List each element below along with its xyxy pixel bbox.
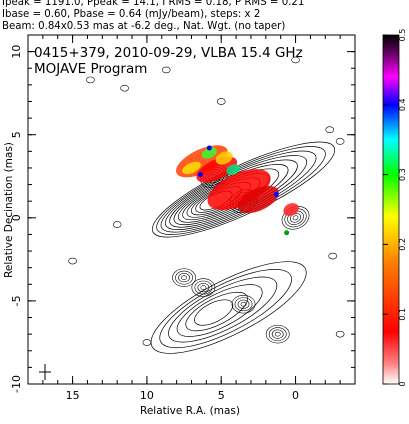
header-line3: Beam: 0.84x0.53 mas at -6.2 deg., Nat. W…	[2, 21, 286, 32]
lower-contours	[68, 56, 345, 354]
lower-component	[194, 280, 213, 295]
pol-patch	[283, 203, 299, 216]
colorbar-tick-label: 0.4	[398, 98, 407, 111]
noise-contour	[325, 126, 335, 134]
lower-component	[178, 273, 190, 283]
lower-component	[240, 301, 247, 307]
colorbar-tick-label: 0.5	[398, 29, 407, 42]
noise-contour	[86, 76, 95, 84]
noise-contour	[161, 66, 171, 74]
lower-contour	[185, 291, 248, 332]
noise-contour	[328, 252, 338, 260]
x-axis-label: Relative R.A. (mas)	[140, 405, 240, 417]
pol-patch	[215, 151, 233, 165]
lower-contour	[168, 276, 278, 343]
y-tick-label: 10	[10, 45, 23, 59]
lower-component	[237, 299, 250, 309]
noise-contour	[335, 330, 345, 338]
lower-contour	[150, 261, 307, 354]
chart-title: 0415+379, 2010-09-29, VLBA 15.4 GHz	[34, 45, 303, 61]
lower-component	[234, 297, 253, 312]
pol-dot	[206, 145, 212, 151]
x-tick-label: 10	[140, 389, 154, 402]
lower-component	[200, 285, 207, 290]
x-tick-label: 5	[218, 389, 225, 402]
noise-contour	[291, 56, 300, 64]
x-tick-label: 15	[66, 389, 80, 402]
pol-patch	[201, 147, 217, 159]
lower-component	[271, 329, 284, 339]
pol-patch	[237, 185, 279, 214]
header-line1: Ipeak = 1191.0, Ppeak = 14.1, I RMS = 0.…	[2, 0, 305, 8]
axis-ticks: 15 10 5 0 10 5 0 -5 -10	[10, 34, 356, 402]
pol-patch	[207, 169, 271, 210]
lower-component	[268, 327, 287, 342]
pol-patch	[226, 164, 240, 176]
lower-component	[175, 270, 193, 285]
polarization-color	[176, 145, 299, 236]
pol-dot	[284, 230, 290, 236]
beam-marker	[39, 364, 51, 380]
y-axis-label: Relative Decination (mas)	[3, 142, 15, 278]
pol-dot	[273, 192, 279, 198]
pol-dot	[197, 172, 203, 178]
noise-contour	[120, 84, 129, 92]
lower-component	[172, 268, 196, 287]
noise-contour	[335, 138, 345, 145]
noise-contour	[68, 257, 77, 265]
pol-patch	[182, 161, 201, 175]
y-tick-label: 0	[10, 214, 23, 221]
colorbar-tick-label: 0.2	[398, 238, 407, 251]
lower-contour	[176, 284, 263, 337]
lower-component	[274, 331, 281, 337]
noise-contour	[216, 98, 226, 105]
colorbar-ticks: 0 0.1 0.2 0.3 0.4 0.5	[383, 29, 407, 387]
lower-component	[181, 275, 187, 280]
component-contour	[292, 215, 299, 221]
chart-subtitle: MOJAVE Program	[34, 61, 147, 77]
lower-contour	[194, 299, 234, 326]
lower-component	[231, 295, 256, 314]
colorbar-tick-label: 0	[398, 381, 407, 386]
noise-contour	[112, 221, 122, 228]
lower-component	[197, 283, 210, 293]
colorbar	[382, 34, 400, 385]
y-tick-label: 5	[10, 131, 23, 138]
noise-contour	[142, 339, 152, 346]
lower-component	[191, 278, 216, 297]
colorbar-tick-label: 0.1	[398, 308, 407, 321]
y-tick-label: -5	[10, 295, 23, 306]
lower-component	[265, 324, 290, 344]
header-line2: Ibase = 0.60, Pbase = 0.64 (mJy/beam), s…	[2, 9, 261, 20]
y-tick-label: -10	[10, 375, 23, 393]
colorbar-tick-label: 0.3	[398, 168, 407, 181]
x-tick-label: 0	[292, 389, 299, 402]
